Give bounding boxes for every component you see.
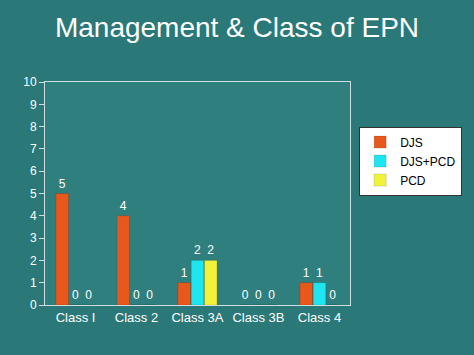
svg-text:0: 0 (133, 288, 140, 302)
svg-text:5: 5 (59, 177, 66, 191)
svg-text:Class 2: Class 2 (115, 310, 158, 325)
svg-text:Class 3B: Class 3B (232, 310, 284, 325)
svg-text:1: 1 (316, 266, 323, 280)
svg-text:9: 9 (30, 98, 37, 112)
svg-text:4: 4 (120, 199, 127, 213)
svg-text:0: 0 (329, 288, 336, 302)
svg-text:Class 3A: Class 3A (171, 310, 223, 325)
svg-text:2: 2 (194, 243, 201, 257)
svg-text:0: 0 (268, 288, 275, 302)
svg-text:0: 0 (72, 288, 79, 302)
svg-text:1: 1 (303, 266, 310, 280)
svg-text:10: 10 (23, 75, 37, 89)
svg-text:Class 4: Class 4 (298, 310, 341, 325)
svg-text:PCD: PCD (400, 174, 426, 188)
svg-text:3: 3 (30, 231, 37, 245)
svg-text:Class I: Class I (56, 310, 96, 325)
svg-text:DJS+PCD: DJS+PCD (400, 155, 455, 169)
svg-text:0: 0 (146, 288, 153, 302)
svg-text:2: 2 (207, 243, 214, 257)
svg-text:0: 0 (242, 288, 249, 302)
svg-text:1: 1 (30, 276, 37, 290)
svg-text:7: 7 (30, 142, 37, 156)
svg-text:0: 0 (85, 288, 92, 302)
svg-text:DJS: DJS (400, 136, 423, 150)
svg-text:1: 1 (181, 266, 188, 280)
svg-text:2: 2 (30, 254, 37, 268)
svg-text:6: 6 (30, 164, 37, 178)
svg-text:Management & Class of EPN: Management & Class of EPN (55, 12, 419, 43)
svg-text:0: 0 (255, 288, 262, 302)
svg-text:0: 0 (30, 298, 37, 312)
svg-text:4: 4 (30, 209, 37, 223)
svg-text:5: 5 (30, 187, 37, 201)
svg-text:8: 8 (30, 120, 37, 134)
